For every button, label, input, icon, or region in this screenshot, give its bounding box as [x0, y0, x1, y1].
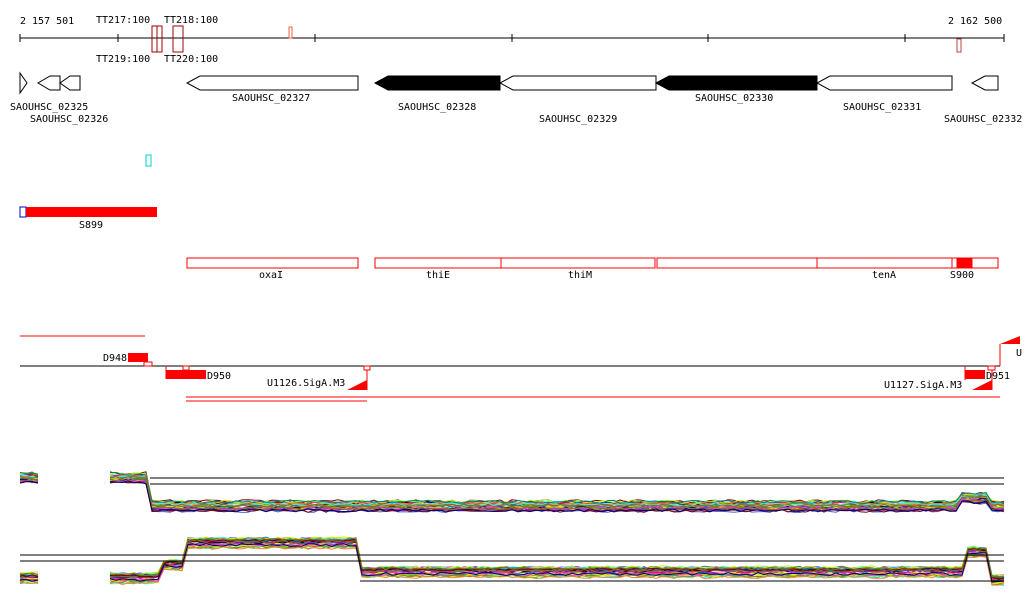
terminator-label: TT218:100: [164, 15, 218, 26]
promoter-u[interactable]: [1000, 336, 1020, 344]
ruler-end-label: 2 162 500: [948, 16, 1002, 27]
terminator-label: TT220:100: [164, 54, 218, 65]
feature-marker[interactable]: [145, 154, 152, 167]
transcript-label: U: [1016, 348, 1022, 359]
operon-gene[interactable]: [656, 257, 818, 269]
transcript-label: U1126.SigA.M3: [267, 378, 345, 389]
expression-profiles: [19, 471, 1005, 587]
expression-line: [19, 472, 1005, 504]
gene-label[interactable]: SAOUHSC_02331: [843, 102, 921, 113]
gene-track: [19, 71, 999, 95]
terminator-label: TT217:100: [96, 15, 150, 26]
terminator-marker[interactable]: [172, 25, 184, 53]
terminator-label: TT219:100: [96, 54, 150, 65]
gene-label[interactable]: SAOUHSC_02329: [539, 114, 617, 125]
expression-line: [19, 475, 1005, 508]
expression-line: [19, 474, 1005, 507]
expression-line: [19, 545, 1005, 586]
transcript-label: D948: [103, 353, 127, 364]
operon-gene[interactable]: [816, 257, 953, 269]
segment-label: S899: [79, 220, 103, 231]
operon-gene-label: thiM: [568, 270, 592, 281]
operon-track: [186, 257, 999, 269]
expression-line: [19, 537, 1005, 578]
gene-label[interactable]: SAOUHSC_02327: [232, 93, 310, 104]
operon-gene-label: tenA: [872, 270, 896, 281]
operon-gene[interactable]: [186, 257, 359, 269]
gene-label[interactable]: SAOUHSC_02326: [30, 114, 108, 125]
segment-s899[interactable]: [26, 207, 157, 217]
expression-line: [19, 480, 1005, 513]
transcript-label: U1127.SigA.M3: [884, 380, 962, 391]
gene-arrow[interactable]: [498, 75, 657, 91]
segment-s900[interactable]: [956, 257, 973, 269]
operon-gene[interactable]: [500, 257, 656, 269]
segment-start-marker[interactable]: [19, 206, 27, 218]
transcript-d948[interactable]: [128, 353, 148, 362]
gene-label[interactable]: SAOUHSC_02328: [398, 102, 476, 113]
gene-label[interactable]: SAOUHSC_02325: [10, 102, 88, 113]
feature-marker[interactable]: [288, 26, 293, 39]
expression-line: [20, 536, 1005, 577]
operon-gene[interactable]: [951, 257, 999, 269]
gene-arrow[interactable]: [59, 75, 81, 91]
gene-arrow[interactable]: [185, 75, 359, 91]
gene-arrow[interactable]: [37, 75, 61, 91]
operon-gene-label: oxaI: [259, 270, 283, 281]
promoter-u1127[interactable]: [972, 380, 992, 390]
operon-gene-label: thiE: [426, 270, 450, 281]
expression-line: [19, 471, 1005, 504]
transcript-d951[interactable]: [965, 370, 985, 379]
terminator-marker[interactable]: [156, 25, 163, 53]
gene-arrow[interactable]: [654, 75, 818, 91]
transcript-track: D948 D950 U1126.SigA.M3 D951 U1127.SigA.…: [20, 335, 1022, 402]
gene-arrow[interactable]: [815, 75, 953, 91]
gene-label[interactable]: SAOUHSC_02332: [944, 114, 1022, 125]
gene-arrow[interactable]: [19, 71, 28, 95]
gene-label[interactable]: SAOUHSC_02330: [695, 93, 773, 104]
operon-gene[interactable]: [374, 257, 502, 269]
transcript-label: D951: [986, 371, 1010, 382]
ruler-start-label: 2 157 501: [20, 16, 74, 27]
gene-arrow[interactable]: [373, 75, 501, 91]
expression-line: [19, 543, 1005, 583]
transcript-d950[interactable]: [166, 370, 206, 379]
expression-line: [19, 471, 1005, 504]
gene-arrow[interactable]: [970, 75, 999, 91]
transcript-label: D950: [207, 371, 231, 382]
feature-marker[interactable]: [956, 38, 962, 53]
segment-label: S900: [950, 270, 974, 281]
ruler: 2 157 501 2 162 500 TT217:100 TT218:100 …: [19, 15, 1005, 65]
promoter-u1126[interactable]: [347, 380, 367, 390]
